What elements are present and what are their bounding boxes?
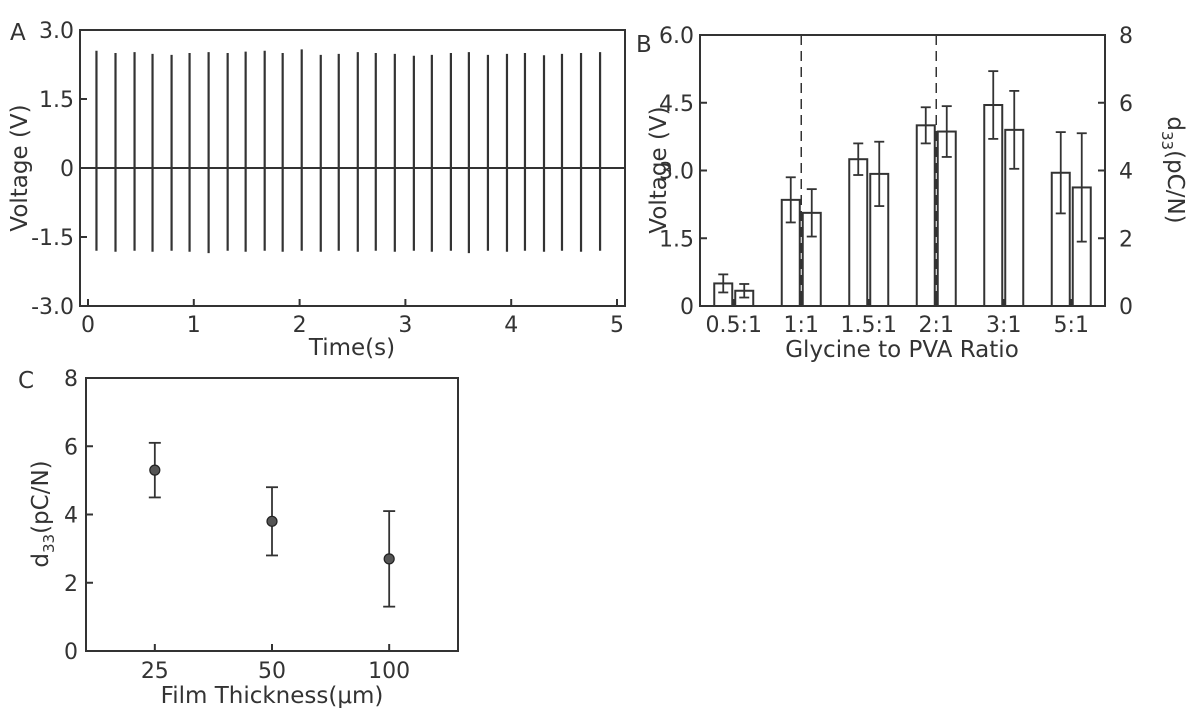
y-axis-label-b: Voltage (V) (646, 106, 672, 233)
x-axis-label-c: Film Thickness(μm) (161, 683, 384, 709)
plot-frame-b (699, 34, 1106, 307)
y-axis-label-a: Voltage (V) (7, 104, 33, 231)
y-tick-label-c-0: 0 (64, 640, 78, 665)
data-point-c-0 (149, 464, 161, 476)
y-tick-label-right-b-4: 8 (1119, 24, 1133, 49)
y-tick-label-right-b-0: 0 (1119, 295, 1133, 320)
y-tick-label-b-4: 6.0 (659, 24, 694, 49)
panel-b: B 0 1.5 3.0 4.5 6.0 0 2 4 6 8 0.5:1 1:1 1.5:1 2:1 3:… (636, 24, 1186, 363)
panel-c: C 0 2 4 6 8 25 50 100 Film Thickness(μm) d33(p… (18, 367, 459, 709)
x-tick-label-c-1: 50 (258, 659, 286, 684)
panel-a: A 3.0 1.5 0 -1.5 -3.0 0 1 2 3 4 5 Time(s) Voltage… (7, 19, 626, 361)
x-tick-label-c-0: 25 (141, 659, 169, 684)
y-tick-label-b-0: 0 (680, 295, 694, 320)
y-tick-label-right-b-3: 6 (1119, 92, 1133, 117)
panel-label-c: C (18, 368, 34, 394)
y-tick-label-c-2: 4 (64, 504, 78, 529)
data-point-c-2 (383, 553, 395, 565)
bar-s0-3 (915, 124, 936, 308)
x-tick-label-a-2: 2 (293, 313, 307, 338)
y-tick-label-a-4: -3.0 (31, 295, 74, 320)
y-tick-label-c-3: 6 (64, 435, 78, 460)
y-axis-label-right-b: d33(pC/N) (1158, 116, 1186, 223)
y-tick-label-b-2: 3.0 (659, 160, 694, 185)
x-axis-label-b: Glycine to PVA Ratio (785, 337, 1019, 363)
y-tick-label-b-3: 4.5 (659, 92, 694, 117)
y-tick-label-c-1: 2 (64, 572, 78, 597)
x-tick-label-b-1: 1:1 (784, 313, 819, 338)
bar-s0-2 (848, 158, 869, 307)
y-tick-label-a-0: 3.0 (39, 19, 74, 44)
panel-label-b: B (636, 32, 652, 58)
y-tick-label-c-4: 8 (64, 367, 78, 392)
x-tick-label-a-0: 0 (81, 313, 95, 338)
x-tick-label-b-0: 0.5:1 (706, 313, 762, 338)
x-tick-label-a-3: 3 (398, 313, 412, 338)
x-tick-label-b-3: 2:1 (919, 313, 954, 338)
x-tick-label-a-5: 5 (610, 313, 624, 338)
x-axis-label-a: Time(s) (308, 335, 395, 361)
y-tick-label-a-3: -1.5 (31, 226, 74, 251)
y-tick-label-right-b-1: 2 (1119, 227, 1133, 252)
y-tick-label-a-1: 1.5 (39, 88, 74, 113)
y-tick-label-b-1: 1.5 (659, 227, 694, 252)
y-tick-label-a-2: 0 (60, 157, 74, 182)
x-tick-label-a-1: 1 (187, 313, 201, 338)
y-axis-label-c: d33(pC/N) (28, 460, 58, 567)
x-tick-label-b-2: 1.5:1 (841, 313, 897, 338)
x-tick-label-b-5: 5:1 (1054, 313, 1089, 338)
x-tick-label-c-2: 100 (368, 659, 410, 684)
data-point-c-1 (266, 515, 278, 527)
y-tick-label-right-b-2: 4 (1119, 160, 1133, 185)
x-tick-label-a-4: 4 (504, 313, 518, 338)
x-tick-label-b-4: 3:1 (986, 313, 1021, 338)
panel-label-a: A (10, 20, 26, 46)
